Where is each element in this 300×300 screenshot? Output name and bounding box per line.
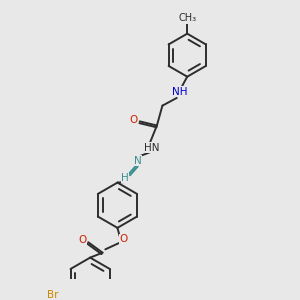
Text: H: H <box>121 172 129 183</box>
Text: NH: NH <box>172 87 187 97</box>
Text: O: O <box>79 235 87 245</box>
Text: HN: HN <box>144 142 159 153</box>
Text: N: N <box>134 155 142 166</box>
Text: O: O <box>130 115 138 125</box>
Text: O: O <box>120 234 128 244</box>
Text: Br: Br <box>47 290 58 300</box>
Text: CH₃: CH₃ <box>178 14 196 23</box>
